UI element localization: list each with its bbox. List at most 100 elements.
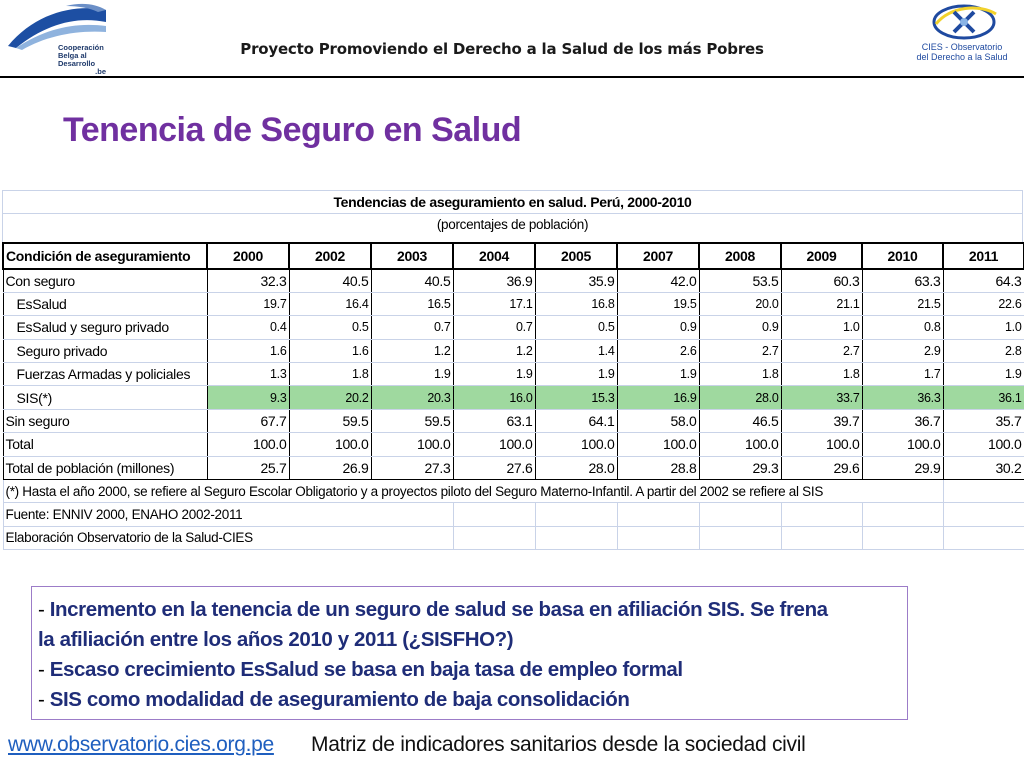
logo-line-cooperacion: Cooperación bbox=[58, 43, 104, 52]
table-cell: 21.1 bbox=[780, 291, 863, 317]
row-label: EsSalud bbox=[2, 291, 208, 317]
table-spacer bbox=[2, 236, 1023, 242]
column-header-year: 2007 bbox=[616, 242, 700, 270]
empty-cell bbox=[616, 525, 700, 551]
table-row: Fuerzas Armadas y policiales 1.3 1.8 1.9 1.9… bbox=[2, 362, 1024, 387]
bullet-3-text: SIS como modalidad de aseguramiento de b… bbox=[49, 688, 630, 711]
row-label: Fuerzas Armadas y policiales bbox=[2, 362, 208, 387]
table-cell: 29.6 bbox=[780, 455, 863, 481]
column-header-year: 2000 bbox=[206, 242, 290, 270]
table-cell: 67.7 bbox=[206, 408, 290, 434]
empty-cell bbox=[616, 502, 700, 527]
table-note: Fuente: ENNIV 2000, ENAHO 2002-2011 bbox=[2, 502, 454, 527]
table-cell: 0.8 bbox=[861, 315, 944, 340]
logo-line-be: .be bbox=[95, 67, 106, 76]
table-cell: 42.0 bbox=[616, 268, 700, 293]
row-label: Total de población (millones) bbox=[2, 455, 208, 481]
bullet-2: - Escaso crecimiento EsSalud se basa en … bbox=[38, 655, 901, 685]
insurance-table: Tendencias de aseguramiento en salud. Pe… bbox=[2, 190, 1024, 551]
table-cell: 1.9 bbox=[370, 362, 454, 387]
table-cell: 100.0 bbox=[698, 432, 782, 457]
table-row: Sin seguro 67.7 59.5 59.5 63.1 64.1 58.0 46.5 39… bbox=[2, 408, 1024, 434]
table-cell: 1.2 bbox=[370, 338, 454, 364]
empty-cell bbox=[534, 525, 618, 551]
table-cell: 63.1 bbox=[452, 408, 536, 434]
table-cell: 1.6 bbox=[206, 338, 290, 364]
table-cell: 0.9 bbox=[616, 315, 700, 340]
table-cell: 0.9 bbox=[698, 315, 782, 340]
table-cell: 9.3 bbox=[206, 385, 290, 410]
table-cell: 100.0 bbox=[370, 432, 454, 457]
table-cell: 1.8 bbox=[698, 362, 782, 387]
bullet-dash: - bbox=[38, 598, 45, 621]
cies-logo-line1: CIES - Observatorio bbox=[921, 42, 1003, 52]
empty-cell bbox=[861, 502, 944, 527]
bullet-3: - SIS como modalidad de aseguramiento de… bbox=[38, 685, 901, 715]
table-cell: 60.3 bbox=[780, 268, 863, 293]
row-label: Sin seguro bbox=[2, 408, 208, 434]
table-cell: 27.6 bbox=[452, 455, 536, 481]
table-cell: 15.3 bbox=[534, 385, 618, 410]
table-cell: 16.5 bbox=[370, 291, 454, 317]
table-cell: 1.2 bbox=[452, 338, 536, 364]
footer-tagline: Matriz de indicadores sanitarios desde l… bbox=[311, 733, 806, 756]
table-cell: 16.0 bbox=[452, 385, 536, 410]
table-cell: 22.6 bbox=[942, 291, 1024, 317]
cies-logo-line2: del Derecho a la Salud bbox=[916, 52, 1008, 62]
table-cell: 16.4 bbox=[288, 291, 372, 317]
table-cell: 53.5 bbox=[698, 268, 782, 293]
logo-line-belga: Belga al Desarrollo bbox=[58, 51, 96, 68]
table-cell: 36.9 bbox=[452, 268, 536, 293]
empty-cell bbox=[534, 502, 618, 527]
footer-website-link[interactable]: www.observatorio.cies.org.pe bbox=[8, 733, 274, 756]
empty-cell bbox=[780, 525, 863, 551]
column-header-year: 2010 bbox=[861, 242, 944, 270]
bullet-1-continued-text: la afiliación entre los años 2010 y 2011… bbox=[38, 628, 514, 651]
table-cell: 2.7 bbox=[780, 338, 863, 364]
table-cell: 1.8 bbox=[288, 362, 372, 387]
table-cell: 1.9 bbox=[616, 362, 700, 387]
table-row: Total 100.0 100.0 100.0 100.0 100.0 100.0 100.0… bbox=[2, 432, 1024, 457]
insurance-data-table: Condición de aseguramiento 2000 2002 2003 20… bbox=[2, 242, 1024, 551]
empty-cell bbox=[452, 525, 536, 551]
column-header-year: 2005 bbox=[534, 242, 618, 270]
table-cell: 46.5 bbox=[698, 408, 782, 434]
table-cell: 20.0 bbox=[698, 291, 782, 317]
header-divider bbox=[0, 76, 1024, 78]
empty-cell bbox=[942, 525, 1024, 551]
table-note: (*) Hasta el año 2000, se refiere al Seg… bbox=[2, 479, 944, 504]
table-cell: 39.7 bbox=[780, 408, 863, 434]
table-row: Seguro privado 1.6 1.6 1.2 1.2 1.4 2.6 2.7 2.7 2.… bbox=[2, 338, 1024, 364]
empty-cell bbox=[780, 502, 863, 527]
column-header-year: 2011 bbox=[942, 242, 1024, 270]
table-cell: 1.0 bbox=[780, 315, 863, 340]
cies-logo-icon bbox=[932, 4, 997, 40]
table-cell: 1.9 bbox=[534, 362, 618, 387]
table-cell: 21.5 bbox=[861, 291, 944, 317]
table-note-row: Elaboración Observatorio de la Salud-CIE… bbox=[2, 525, 1024, 551]
table-cell: 1.0 bbox=[942, 315, 1024, 340]
row-label: Total bbox=[2, 432, 208, 457]
table-cell: 1.6 bbox=[288, 338, 372, 364]
table-row: EsSalud 19.7 16.4 16.5 17.1 16.8 19.5 20.0 21.1 2… bbox=[2, 291, 1024, 317]
table-subcaption: (porcentajes de población) bbox=[2, 213, 1023, 236]
column-header-condition: Condición de aseguramiento bbox=[2, 242, 208, 270]
row-label: SIS(*) bbox=[2, 385, 208, 410]
empty-cell bbox=[452, 502, 536, 527]
header-title: Proyecto Promoviendo el Derecho a la Sal… bbox=[240, 40, 764, 58]
table-note-row: (*) Hasta el año 2000, se refiere al Seg… bbox=[2, 479, 1024, 504]
empty-cell bbox=[861, 525, 944, 551]
table-cell: 0.5 bbox=[534, 315, 618, 340]
table-cell: 100.0 bbox=[452, 432, 536, 457]
table-cell: 100.0 bbox=[616, 432, 700, 457]
table-cell: 0.7 bbox=[452, 315, 536, 340]
table-row: Con seguro 32.3 40.5 40.5 36.9 35.9 42.0 53.5 60… bbox=[2, 268, 1024, 293]
row-label: Seguro privado bbox=[2, 338, 208, 364]
empty-cell bbox=[942, 502, 1024, 527]
table-cell: 36.1 bbox=[942, 385, 1024, 410]
column-header-year: 2008 bbox=[698, 242, 782, 270]
table-cell: 100.0 bbox=[942, 432, 1024, 457]
table-cell: 1.7 bbox=[861, 362, 944, 387]
table-caption: Tendencias de aseguramiento en salud. Pe… bbox=[2, 190, 1023, 213]
table-cell: 2.8 bbox=[942, 338, 1024, 364]
